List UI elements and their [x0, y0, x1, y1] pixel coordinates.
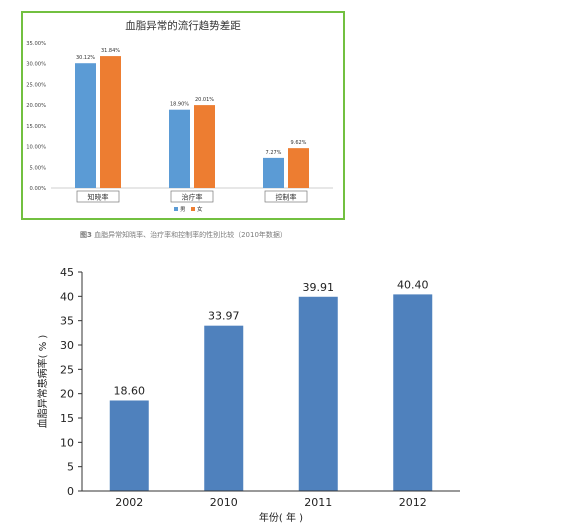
chart2-y-tick-label: 40 [60, 290, 74, 303]
chart1-legend: 男女 [174, 205, 203, 213]
caption-figure-number: 图3 [80, 231, 92, 239]
chart1-bar-value-label: 7.27% [266, 150, 282, 156]
chart2-y-axis-label: 血脂异常患病率( % ) [36, 335, 49, 429]
chart2-bar [204, 325, 244, 491]
chart2-y-tick-label: 30 [60, 339, 74, 352]
chart2-bar-value-label: 33.97 [208, 310, 240, 323]
chart1-category-box [170, 190, 214, 203]
caption-text: 血脂异常知晓率、治疗率和控制率的性别比较（2010年数据） [91, 231, 287, 239]
chart1-category-label: 知晓率 [88, 193, 109, 202]
chart1-y-tick-label: 35.00% [26, 41, 46, 47]
chart2-x-tick-label: 2012 [399, 496, 427, 509]
chart1-y-axis: 0.00% 5.00% 10.00% 15.00% 20.00% 25.00% 30.00%… [26, 41, 333, 192]
chart1-category-box [264, 190, 308, 203]
chart2-bars: 18.60 33.97 39.91 40.40 [109, 278, 433, 491]
chart2-y-tick-label: 0 [67, 485, 74, 498]
chart1-bar [263, 157, 284, 188]
chart2-y-axis: 0 5 10 15 20 25 30 35 40 45 [60, 266, 83, 498]
chart1-y-tick-label: 20.00% [26, 103, 46, 109]
chart1-y-tick-label: 5.00% [30, 165, 47, 171]
chart1-categories: 知晓率 治疗率 控制率 [76, 190, 308, 203]
chart1-bar-value-label: 18.90% [170, 102, 189, 108]
chart1-legend-label: 女 [197, 205, 203, 213]
chart2-bar [298, 296, 338, 491]
chart2-y-tick-label: 15 [60, 412, 74, 425]
chart1-title: 血脂异常的流行趋势差距 [125, 19, 241, 32]
chart1-legend-swatch [174, 207, 178, 211]
chart2-x-tick-label: 2010 [210, 496, 238, 509]
chart2-y-tick-label: 20 [60, 388, 74, 401]
chart1-y-tick-label: 10.00% [26, 145, 46, 151]
chart2-y-tick-label: 25 [60, 363, 74, 376]
chart2-y-tick-label: 45 [60, 266, 74, 279]
chart2-y-tick-label: 35 [60, 315, 74, 328]
chart1-bar [288, 148, 309, 188]
chart1-bar-value-label: 20.01% [195, 97, 214, 103]
chart1-bar [100, 56, 121, 188]
chart2-x-axis: 2002 2010 2011 2012 [82, 490, 460, 509]
chart1-category-box [76, 190, 120, 203]
chart2-y-tick-label: 10 [60, 436, 74, 449]
chart1-legend-label: 男 [180, 206, 186, 213]
chart2-bar-value-label: 18.60 [114, 384, 146, 397]
figure-caption: 图3 血脂异常知晓率、治疗率和控制率的性别比较（2010年数据） [80, 230, 287, 240]
chart1-bar [75, 63, 96, 188]
chart1-bars: 30.12% 31.84% 18.90% 20.01% 7.27% 9.62% [75, 48, 309, 188]
chart2-bar [393, 294, 433, 491]
chart1-category-label: 治疗率 [182, 193, 203, 202]
chart2-y-tick-label: 5 [67, 461, 74, 474]
chart1-category-label: 控制率 [276, 193, 297, 202]
chart2-x-axis-label: 年份( 年 ) [259, 511, 303, 524]
chart1-y-tick-label: 30.00% [26, 62, 46, 68]
chart1-bar-value-label: 31.84% [101, 48, 120, 54]
chart2-bar-value-label: 39.91 [303, 281, 335, 294]
chart2-x-tick-label: 2002 [115, 496, 143, 509]
chart2-bar [109, 400, 149, 491]
chart1-bar [194, 105, 215, 188]
chart1-y-tick-label: 15.00% [26, 124, 46, 130]
chart1-bar-value-label: 30.12% [76, 55, 95, 61]
chart2-x-tick-label: 2011 [304, 496, 332, 509]
chart1-bar [169, 109, 190, 188]
chart1-bar-value-label: 9.62% [291, 140, 307, 146]
chart1-y-tick-label: 25.00% [26, 82, 46, 88]
chart2-bar-value-label: 40.40 [397, 278, 429, 291]
chart1-legend-swatch [191, 207, 195, 211]
gender-comparison-chart: 血脂异常的流行趋势差距 0.00% 5.00% 10.00% 15.00% 20.00%… [26, 19, 333, 213]
chart1-y-tick-label: 0.00% [30, 186, 47, 192]
